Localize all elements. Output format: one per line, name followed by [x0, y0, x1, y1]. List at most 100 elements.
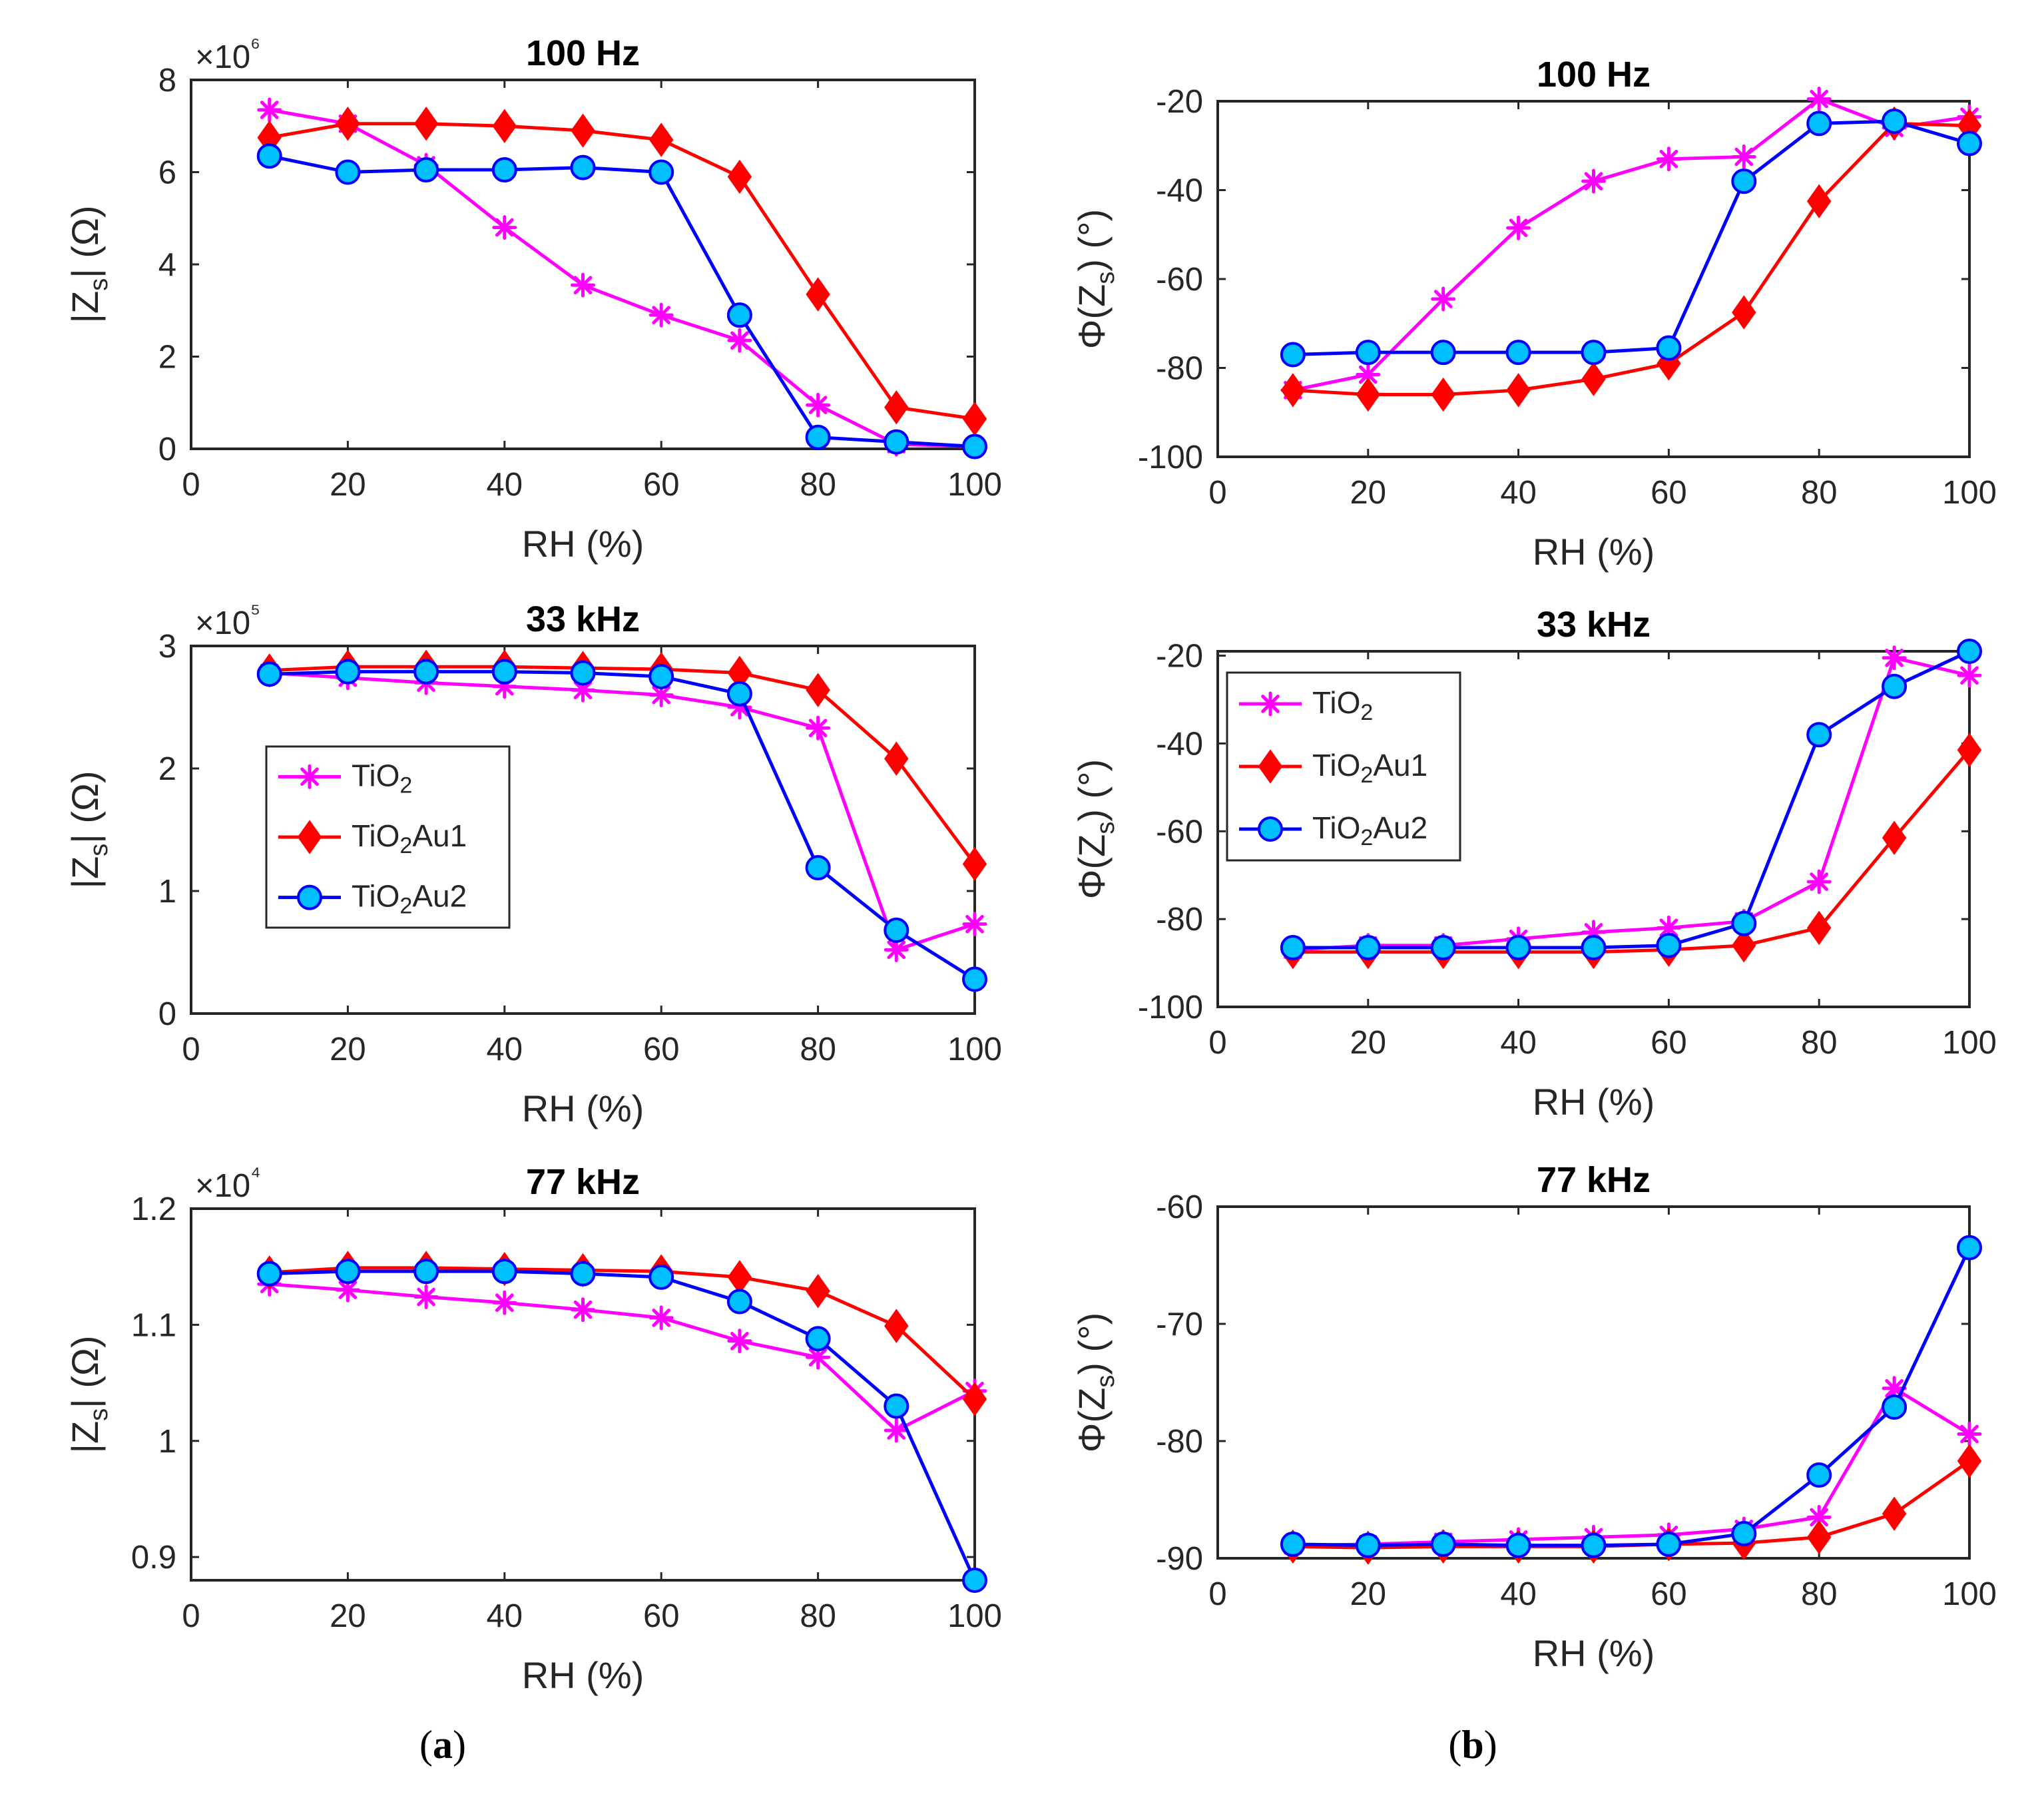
y-tick-label: -90: [1156, 1541, 1203, 1577]
y-tick-label: 0: [158, 432, 176, 467]
legend-marker: [1258, 816, 1283, 842]
series-line: [269, 108, 975, 449]
x-tick-label: 0: [1208, 1576, 1226, 1612]
panel-label-a: (a): [419, 1723, 466, 1767]
y-tick-label: 0: [158, 996, 176, 1032]
x-tick-label: 100: [1942, 475, 1997, 511]
chart-a2: 0 20 40 60 80 100 0 1 2 3 33 kHz RH (%) |Zs| (Ω) ×10⁵…: [64, 599, 1002, 1129]
data-point: [1581, 340, 1607, 366]
series-TiO2Au2: [256, 143, 987, 459]
data-point: [1882, 1496, 1907, 1531]
x-tick-label: 100: [947, 467, 1002, 503]
data-point: [648, 664, 674, 689]
data-point: [1731, 910, 1757, 936]
data-point: [806, 1345, 831, 1370]
data-point: [1280, 1531, 1306, 1557]
y-tick-label: -60: [1156, 262, 1203, 298]
chart-a3: 0 20 40 60 80 100 0.9 1 1.1 1.2 77 kHz RH (%) |Zs| (…: [64, 1161, 1002, 1696]
data-point: [1355, 935, 1381, 960]
data-point: [335, 159, 361, 185]
data-point: [257, 97, 282, 123]
series-line: [1292, 1386, 1971, 1548]
data-point: [1806, 869, 1832, 894]
data-point: [1506, 373, 1531, 408]
data-point: [1957, 131, 1982, 156]
data-point: [806, 277, 830, 312]
series-line: [269, 1266, 976, 1400]
chart-b3: 0 20 40 60 80 100 -90 -80 -70 -60 77 kHz RH (%) Φ(Zs…: [1071, 1160, 1997, 1674]
data-point: [1731, 1521, 1757, 1547]
y-axis-label: |Zs| (Ω): [64, 205, 113, 323]
data-point: [1957, 663, 1982, 688]
data-point: [806, 1274, 830, 1309]
y-axis-label: Φ(Zs) (°): [1071, 209, 1120, 349]
data-point: [962, 1568, 987, 1593]
y-tick-label: -40: [1156, 173, 1203, 209]
data-point: [962, 966, 987, 992]
data-point: [571, 1297, 595, 1323]
series-TiO2Au2: [256, 659, 987, 992]
data-point: [727, 1329, 752, 1354]
x-tick-label: 20: [1350, 1576, 1387, 1612]
data-point: [884, 1393, 909, 1419]
series-line: [269, 122, 975, 421]
data-point: [962, 912, 987, 937]
series-line: [1292, 1247, 1971, 1548]
series-line: [269, 1269, 977, 1582]
y-tick-label: -60: [1156, 814, 1203, 850]
data-point: [1806, 1520, 1832, 1555]
x-tick-label: 60: [1651, 1576, 1687, 1612]
data-point: [1280, 935, 1306, 960]
data-point: [726, 302, 752, 328]
x-tick-label: 0: [1208, 1025, 1226, 1061]
data-point: [648, 159, 674, 185]
y-tick-label: -40: [1156, 726, 1203, 762]
data-point: [1957, 1235, 1982, 1261]
series-line: [269, 154, 975, 449]
data-point: [1806, 910, 1832, 946]
series-line: [269, 670, 976, 981]
chart-b1: 0 20 40 60 80 100 -100 -80 -60 -40 -20 100 Hz RH (%)…: [1071, 55, 1997, 573]
data-point: [413, 157, 439, 183]
y-axis-label: Φ(Zs) (°): [1071, 759, 1120, 899]
legend-marker: [297, 764, 322, 789]
data-point: [805, 855, 831, 881]
data-point: [884, 1418, 909, 1443]
data-point: [1656, 915, 1681, 940]
data-point: [648, 1305, 674, 1331]
y-tick-label: -80: [1156, 1424, 1203, 1460]
data-point: [256, 143, 282, 169]
data-point: [570, 154, 596, 180]
data-point: [727, 159, 752, 194]
x-axis-label: RH (%): [522, 523, 644, 565]
data-point: [1732, 928, 1756, 963]
x-tick-label: 60: [643, 1598, 680, 1634]
x-tick-label: 40: [487, 1032, 523, 1067]
plot-area: [1216, 1205, 1971, 1560]
data-point: [1957, 733, 1982, 768]
data-point: [1506, 215, 1531, 240]
data-point: [492, 215, 517, 240]
data-point: [648, 683, 674, 708]
series-line: [269, 665, 977, 866]
data-point: [1882, 645, 1907, 671]
legend-marker: [297, 820, 322, 854]
x-axis-label: RH (%): [1533, 1632, 1655, 1674]
x-tick-label: 100: [947, 1032, 1002, 1067]
x-tick-label: 40: [1500, 475, 1537, 511]
y-tick-label: 3: [158, 629, 176, 665]
series-line: [269, 671, 975, 952]
chart-title: 77 kHz: [1537, 1160, 1651, 1200]
y-tick-label: -80: [1156, 902, 1203, 938]
x-tick-label: 80: [1801, 475, 1838, 511]
data-point: [1731, 144, 1756, 169]
data-point: [571, 272, 595, 298]
data-point: [335, 1259, 361, 1285]
data-point: [570, 660, 596, 686]
chart-title: 77 kHz: [526, 1162, 640, 1202]
data-point: [571, 113, 595, 148]
data-point: [491, 157, 517, 183]
data-point: [1356, 377, 1381, 412]
x-tick-label: 20: [330, 1598, 366, 1634]
x-tick-label: 60: [1651, 475, 1687, 511]
